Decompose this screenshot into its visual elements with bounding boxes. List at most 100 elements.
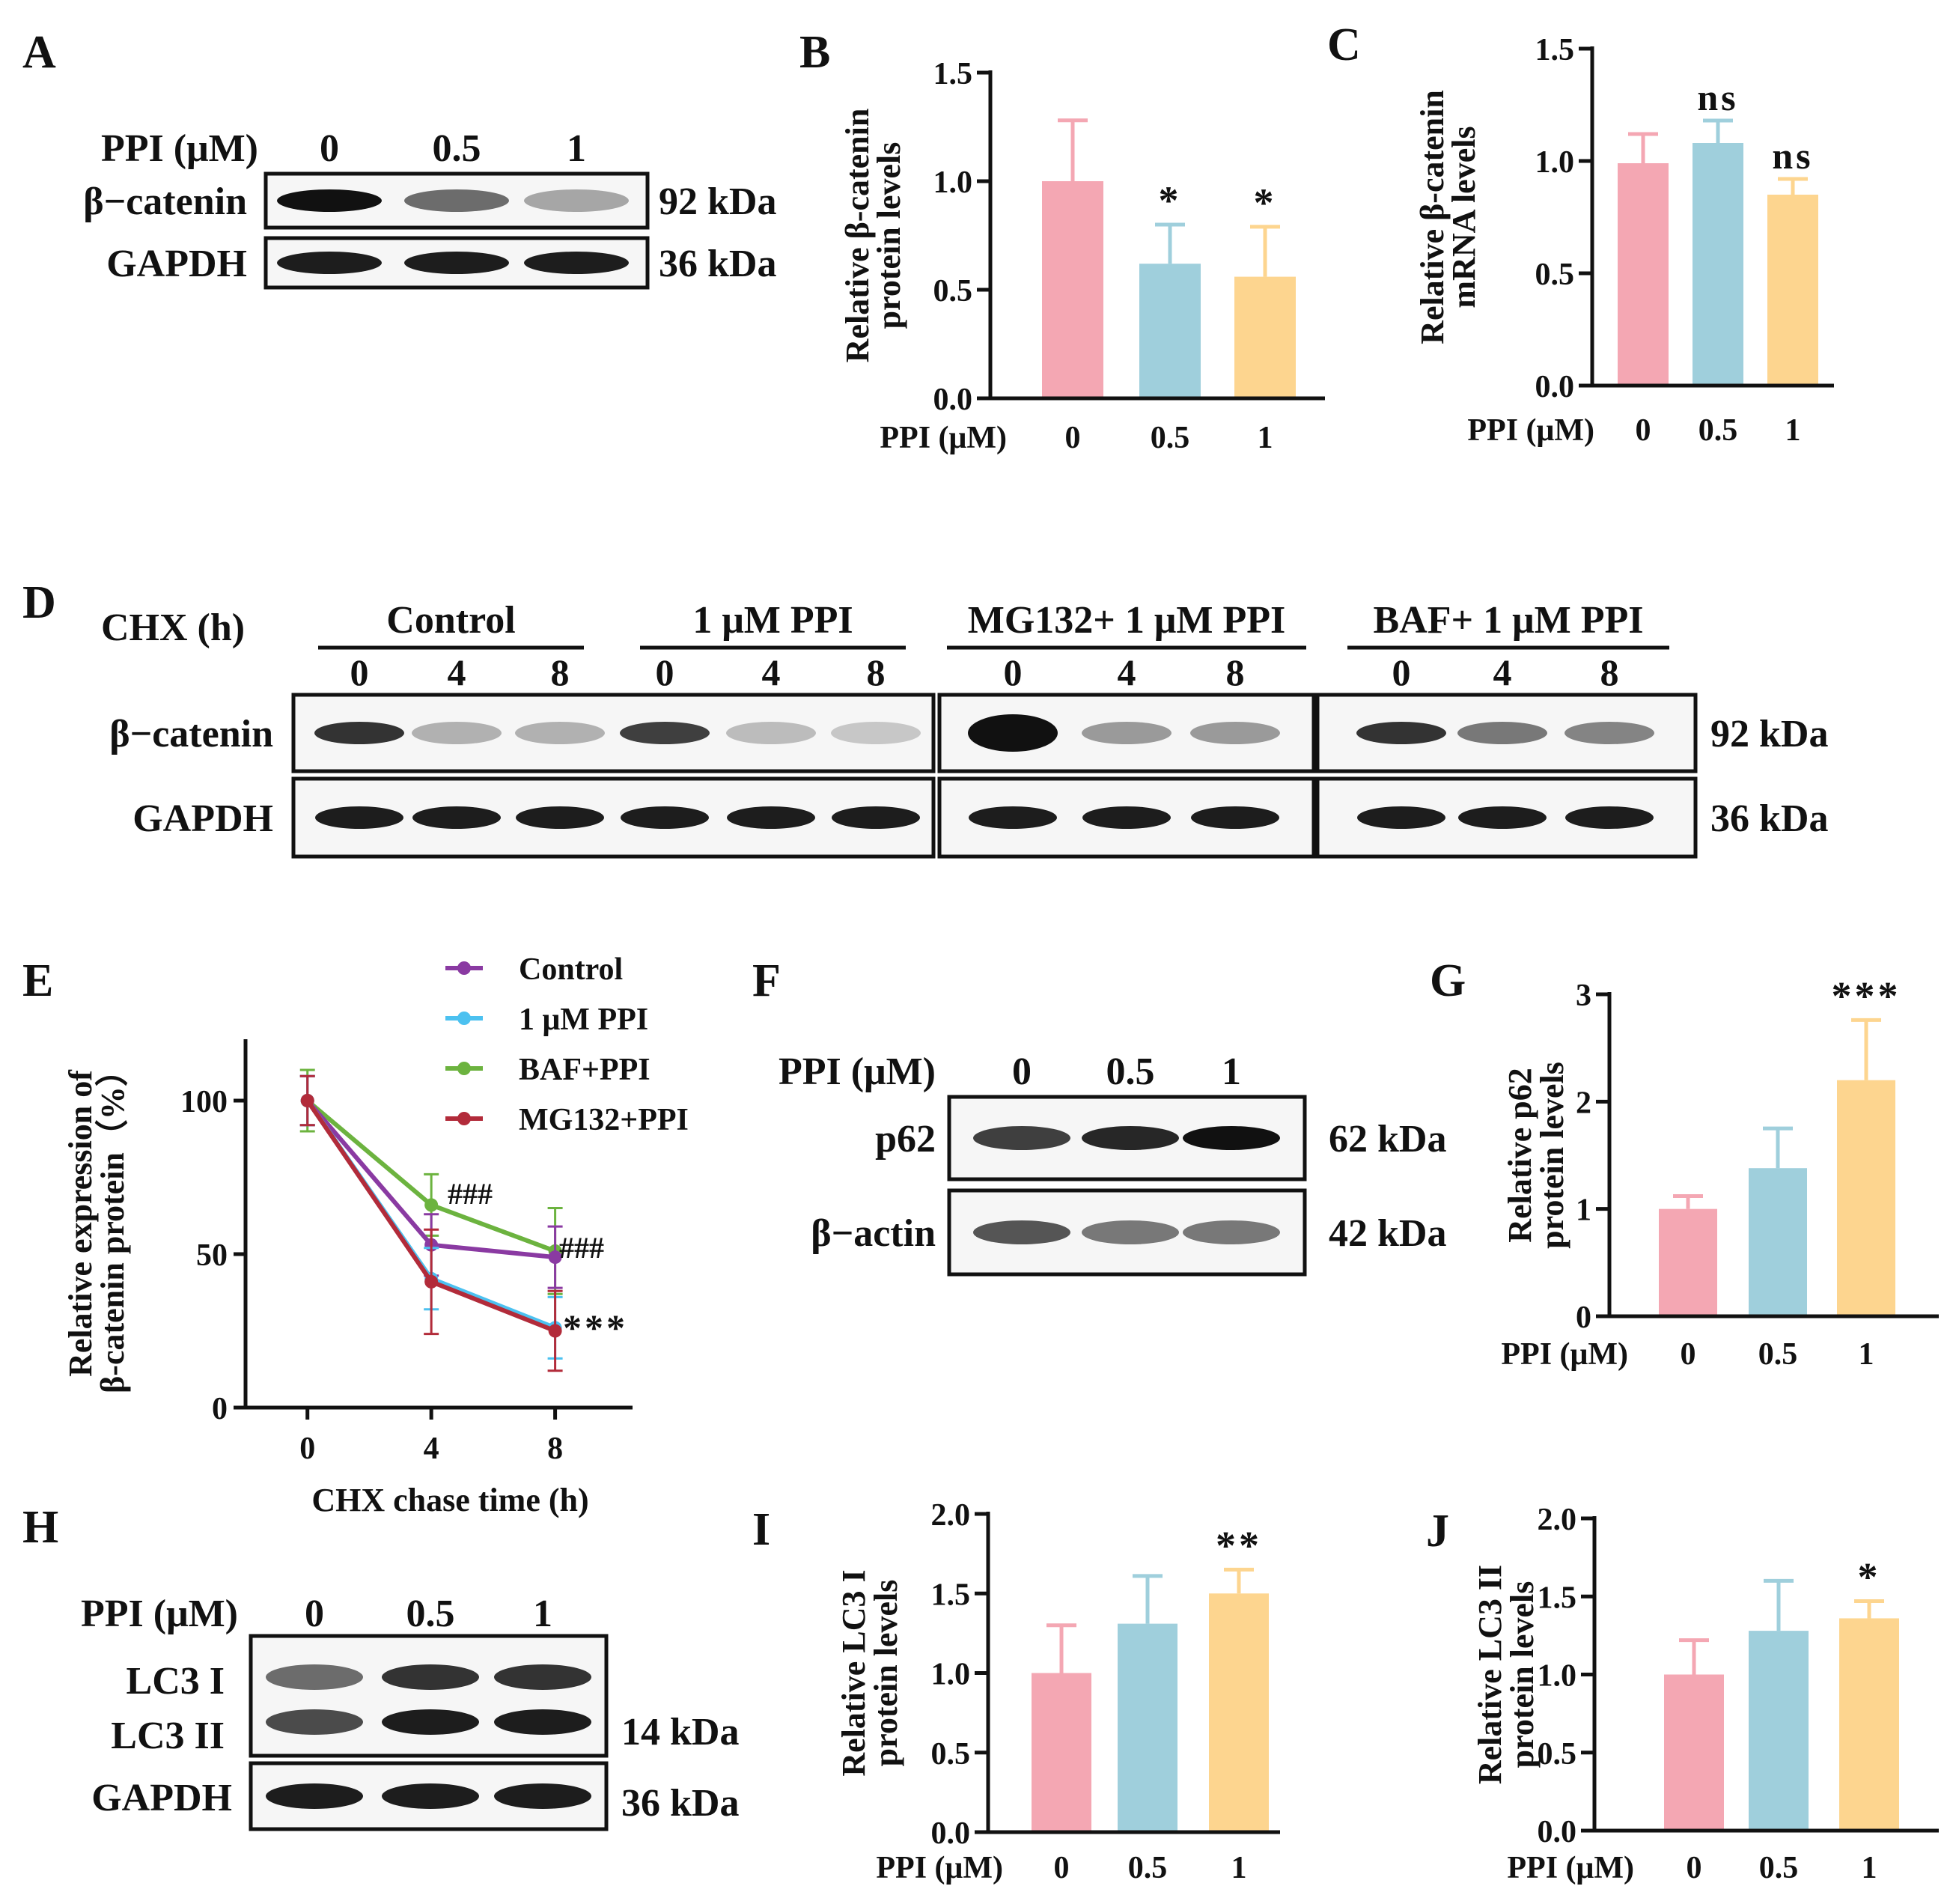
panel-d-group-label: MG132+ 1 μM PPI <box>968 599 1285 642</box>
blot-band <box>266 1783 363 1809</box>
panel-d-time-tick: 4 <box>448 651 466 693</box>
bar-0.5 <box>1118 1623 1177 1831</box>
x-tick-label: 0.5 <box>1151 421 1190 455</box>
blot-band <box>494 1709 591 1735</box>
blot-band <box>1190 722 1280 744</box>
panel-letter-j: J <box>1426 1506 1449 1557</box>
data-point <box>424 1274 439 1289</box>
bar-0 <box>1618 163 1669 384</box>
data-point <box>548 1250 562 1265</box>
y-axis-label: Relative expression of <box>62 1069 99 1377</box>
blot-band <box>1082 1126 1179 1150</box>
blot-band <box>524 252 629 274</box>
blot-row-label: GAPDH <box>106 243 247 285</box>
x-tick-label: 8 <box>547 1432 563 1466</box>
panel-letter-f: F <box>752 955 781 1006</box>
blot-row-label: β−catenin <box>83 180 247 223</box>
y-axis-label: Relative β-catenin <box>1414 90 1451 344</box>
blot-row-label: LC3 I <box>127 1660 225 1703</box>
significance-label: *** <box>1832 973 1901 1018</box>
blot-size-label: 92 kDa <box>1710 713 1828 755</box>
panel-a-treatment-label: PPI (μM) <box>101 127 258 170</box>
blot-band <box>832 806 920 829</box>
blot-band <box>494 1664 591 1690</box>
legend-swatch-marker <box>457 1062 471 1075</box>
blot-band <box>1458 806 1547 829</box>
panel-letter-i: I <box>752 1504 770 1555</box>
panel-d-time-tick: 0 <box>1392 651 1411 693</box>
blot-row-label: p62 <box>875 1118 936 1161</box>
blot-band <box>1183 1126 1280 1150</box>
blot-box-h-lc3 <box>249 1634 609 1758</box>
data-point <box>424 1198 439 1212</box>
y-tick-label: 1.0 <box>1538 1659 1577 1694</box>
y-tick-label: 1.5 <box>1538 1581 1577 1615</box>
y-tick-label: 0.5 <box>1538 1737 1577 1771</box>
x-tick-label: 0 <box>1065 421 1081 455</box>
bar-0.5 <box>1749 1631 1809 1829</box>
blot-band <box>727 806 815 829</box>
blot-band <box>621 806 709 829</box>
blot-row-label: GAPDH <box>132 797 273 840</box>
panel-d-time-tick: 0 <box>656 651 674 693</box>
panel-d-time-tick: 4 <box>762 651 781 693</box>
blot-band <box>1356 722 1446 744</box>
bar-1 <box>1839 1618 1899 1829</box>
y-tick-label: 1 <box>1576 1193 1591 1228</box>
blot-band <box>382 1709 479 1735</box>
y-tick-label: 2 <box>1576 1086 1591 1120</box>
y-tick-label: 50 <box>196 1238 228 1273</box>
bar-0 <box>1032 1673 1091 1831</box>
panel-d-time-tick: 0 <box>1004 651 1023 693</box>
panel-d-time-tick: 0 <box>350 651 369 693</box>
panel-a-lane-label: 1 <box>567 127 586 170</box>
legend-label: MG132+PPI <box>519 1103 689 1137</box>
annotation-label: ### <box>448 1177 493 1211</box>
annotation-label: *** <box>563 1307 628 1348</box>
y-tick-label: 0.0 <box>1535 370 1575 404</box>
x-tick-label: 1 <box>1258 421 1273 455</box>
bar-1 <box>1837 1080 1895 1315</box>
y-axis-label: Relative p62 <box>1502 1068 1538 1242</box>
y-axis-label: Relative LC3 I <box>835 1569 872 1776</box>
legend-label: Control <box>519 952 623 987</box>
blot-band <box>1082 722 1172 744</box>
y-tick-label: 0.0 <box>1538 1815 1577 1849</box>
y-tick-label: 2.0 <box>1538 1503 1577 1537</box>
blot-band <box>1565 722 1654 744</box>
bar-1 <box>1209 1593 1269 1831</box>
blot-size-label: 62 kDa <box>1329 1118 1446 1161</box>
panel-h-lane-label: 1 <box>533 1593 552 1635</box>
blot-band <box>969 806 1057 829</box>
panel-a-lane-label: 0 <box>320 127 339 170</box>
blot-size-label: 36 kDa <box>621 1782 739 1825</box>
panel-d-time-tick: 8 <box>551 651 570 693</box>
y-axis-label: mRNA levels <box>1445 126 1482 308</box>
blot-band <box>382 1783 479 1809</box>
blot-band <box>315 806 403 829</box>
significance-label: ** <box>1216 1523 1262 1568</box>
blot-band <box>968 714 1058 752</box>
x-tick-label: 4 <box>424 1432 439 1466</box>
legend-swatch-marker <box>457 1012 471 1025</box>
blot-size-label: 92 kDa <box>659 180 776 223</box>
blot-band <box>620 722 710 744</box>
significance-label: ns <box>1697 76 1738 118</box>
x-tick-label: 1 <box>1859 1337 1874 1372</box>
y-axis-label: β-catenin protein（%） <box>94 1053 131 1393</box>
x-tick-label: 0.5 <box>1759 1851 1799 1885</box>
x-tick-label: 1 <box>1231 1851 1247 1885</box>
significance-label: * <box>1254 180 1277 225</box>
panel-letter-a: A <box>22 27 56 78</box>
blot-band <box>1183 1220 1280 1244</box>
blot-size-label: 14 kDa <box>621 1711 739 1754</box>
legend-label: BAF+PPI <box>519 1053 651 1087</box>
panel-letter-g: G <box>1430 955 1466 1006</box>
panel-letter-d: D <box>22 577 56 628</box>
blot-band <box>1565 806 1654 829</box>
y-tick-label: 0.0 <box>931 1816 971 1851</box>
blot-band <box>1082 1220 1179 1244</box>
y-tick-label: 100 <box>180 1085 228 1119</box>
bar-0 <box>1042 181 1103 397</box>
